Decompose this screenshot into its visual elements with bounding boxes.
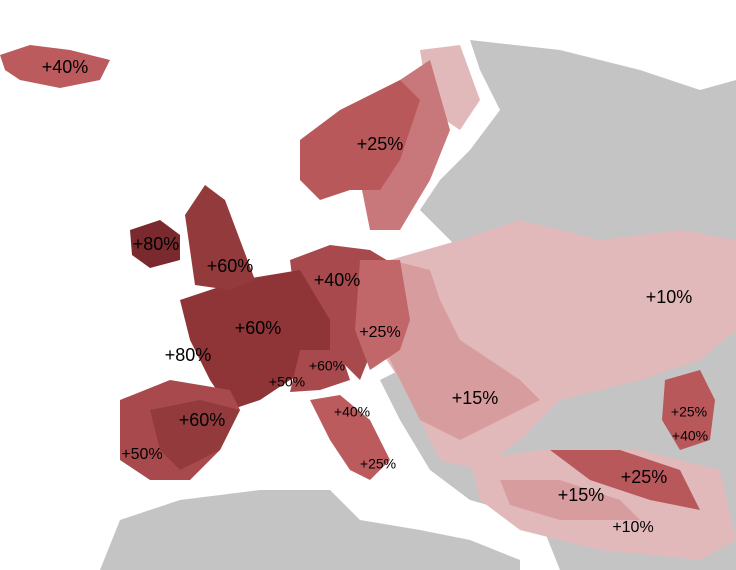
region-label: +80% bbox=[133, 234, 180, 254]
region-label: +25% bbox=[357, 134, 404, 154]
region-label: +15% bbox=[558, 485, 605, 505]
region-label: +25% bbox=[621, 467, 668, 487]
region-label: +40% bbox=[314, 270, 361, 290]
region-label: +60% bbox=[207, 256, 254, 276]
region-label: +60% bbox=[179, 410, 226, 430]
region-label: +10% bbox=[612, 519, 653, 536]
region-label: +60% bbox=[309, 358, 345, 374]
region-label: +60% bbox=[235, 318, 282, 338]
regions bbox=[0, 45, 736, 560]
region-label: +40% bbox=[334, 404, 370, 420]
region-label: +40% bbox=[42, 57, 89, 77]
region-label: +10% bbox=[646, 287, 693, 307]
region-label: +15% bbox=[452, 388, 499, 408]
region-label: +50% bbox=[269, 374, 305, 390]
labels: +40% +25% +80% +60% +40% +10% +60% +25% … bbox=[42, 57, 708, 536]
region-label: +25% bbox=[359, 324, 400, 341]
region-label: +80% bbox=[165, 345, 212, 365]
region-label: +25% bbox=[671, 404, 707, 420]
region-label: +40% bbox=[672, 428, 708, 444]
region-label: +25% bbox=[360, 456, 396, 472]
region-label: +50% bbox=[121, 446, 162, 463]
